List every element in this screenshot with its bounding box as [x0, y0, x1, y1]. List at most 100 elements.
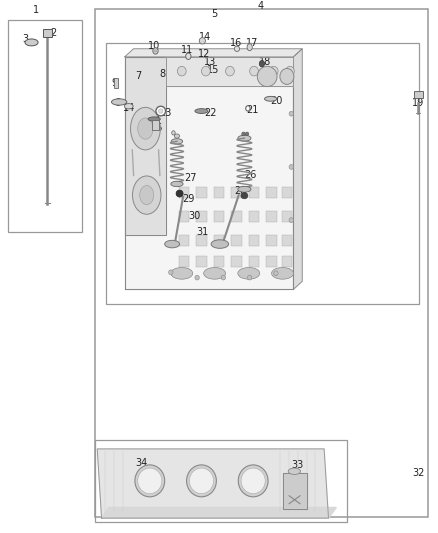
Ellipse shape: [124, 103, 133, 109]
Ellipse shape: [204, 268, 226, 279]
Ellipse shape: [132, 176, 161, 214]
Bar: [214, 256, 224, 267]
Text: 9: 9: [112, 78, 118, 88]
Text: 13: 13: [204, 57, 216, 67]
Ellipse shape: [241, 192, 248, 199]
Text: 33: 33: [292, 460, 304, 470]
Ellipse shape: [221, 275, 226, 280]
Ellipse shape: [138, 468, 162, 494]
Bar: [266, 256, 277, 267]
Ellipse shape: [211, 240, 229, 248]
Ellipse shape: [140, 185, 154, 205]
Bar: [179, 256, 189, 267]
Ellipse shape: [250, 66, 258, 76]
Bar: [179, 211, 189, 222]
Text: 14: 14: [199, 32, 211, 42]
Text: 10: 10: [148, 41, 160, 51]
Ellipse shape: [238, 268, 260, 279]
Ellipse shape: [265, 96, 277, 101]
Text: 24: 24: [148, 116, 160, 126]
Ellipse shape: [199, 38, 205, 44]
Polygon shape: [125, 57, 293, 289]
Text: 4: 4: [257, 1, 263, 11]
Bar: [414, 91, 423, 98]
Ellipse shape: [245, 132, 249, 136]
Ellipse shape: [171, 181, 183, 187]
Ellipse shape: [257, 66, 277, 86]
Ellipse shape: [154, 50, 156, 52]
Ellipse shape: [153, 48, 158, 54]
Ellipse shape: [242, 132, 245, 136]
Bar: [266, 187, 277, 198]
Bar: [249, 256, 259, 267]
Text: 27: 27: [184, 173, 197, 183]
Bar: [266, 211, 277, 222]
Ellipse shape: [176, 190, 183, 197]
Bar: [282, 211, 292, 222]
Bar: [179, 187, 189, 198]
Text: 6: 6: [114, 98, 120, 108]
Ellipse shape: [171, 139, 183, 144]
Ellipse shape: [174, 134, 180, 138]
Ellipse shape: [238, 465, 268, 497]
Text: 2: 2: [50, 28, 57, 38]
Text: 26: 26: [244, 171, 257, 181]
Text: 30: 30: [188, 212, 201, 221]
Text: 5: 5: [212, 9, 218, 19]
Bar: [43, 29, 52, 37]
Text: 28: 28: [234, 187, 246, 196]
Ellipse shape: [280, 68, 294, 84]
Text: 21: 21: [246, 105, 258, 115]
Text: 32: 32: [413, 469, 425, 479]
Bar: [179, 235, 189, 246]
Bar: [106, 44, 419, 304]
Ellipse shape: [111, 99, 127, 105]
Ellipse shape: [171, 268, 193, 279]
Text: 15: 15: [207, 65, 219, 75]
Bar: [114, 77, 118, 88]
Polygon shape: [102, 507, 336, 518]
Bar: [231, 211, 242, 222]
Ellipse shape: [238, 187, 251, 192]
Bar: [152, 120, 159, 130]
Polygon shape: [125, 57, 166, 235]
Text: 18: 18: [259, 57, 271, 67]
Text: 19: 19: [412, 98, 424, 108]
Ellipse shape: [172, 131, 175, 135]
Text: 16: 16: [230, 38, 243, 49]
Bar: [231, 256, 242, 267]
Ellipse shape: [25, 39, 38, 46]
Bar: [214, 211, 224, 222]
Text: 8: 8: [159, 69, 165, 79]
Ellipse shape: [195, 275, 199, 280]
Polygon shape: [293, 49, 302, 289]
Bar: [196, 187, 207, 198]
Text: 29: 29: [182, 194, 194, 204]
Text: 1: 1: [33, 5, 39, 15]
Bar: [249, 187, 259, 198]
Ellipse shape: [148, 117, 160, 121]
Polygon shape: [166, 57, 293, 86]
Ellipse shape: [159, 109, 163, 113]
Polygon shape: [283, 473, 307, 509]
Bar: [231, 235, 242, 246]
Ellipse shape: [238, 135, 251, 141]
Ellipse shape: [272, 268, 293, 279]
Text: 34: 34: [135, 458, 147, 468]
Ellipse shape: [241, 468, 265, 494]
Text: 22: 22: [204, 108, 216, 118]
Text: 20: 20: [270, 96, 282, 106]
Bar: [282, 187, 292, 198]
Text: 17: 17: [246, 38, 258, 49]
Ellipse shape: [138, 118, 153, 139]
Text: 31: 31: [196, 228, 208, 237]
Ellipse shape: [286, 66, 294, 76]
Bar: [196, 256, 207, 267]
Text: 3: 3: [22, 34, 28, 44]
Bar: [196, 211, 207, 222]
Ellipse shape: [289, 217, 293, 222]
Bar: [214, 235, 224, 246]
Ellipse shape: [169, 270, 173, 274]
Text: 11: 11: [181, 45, 194, 55]
Ellipse shape: [289, 111, 293, 116]
